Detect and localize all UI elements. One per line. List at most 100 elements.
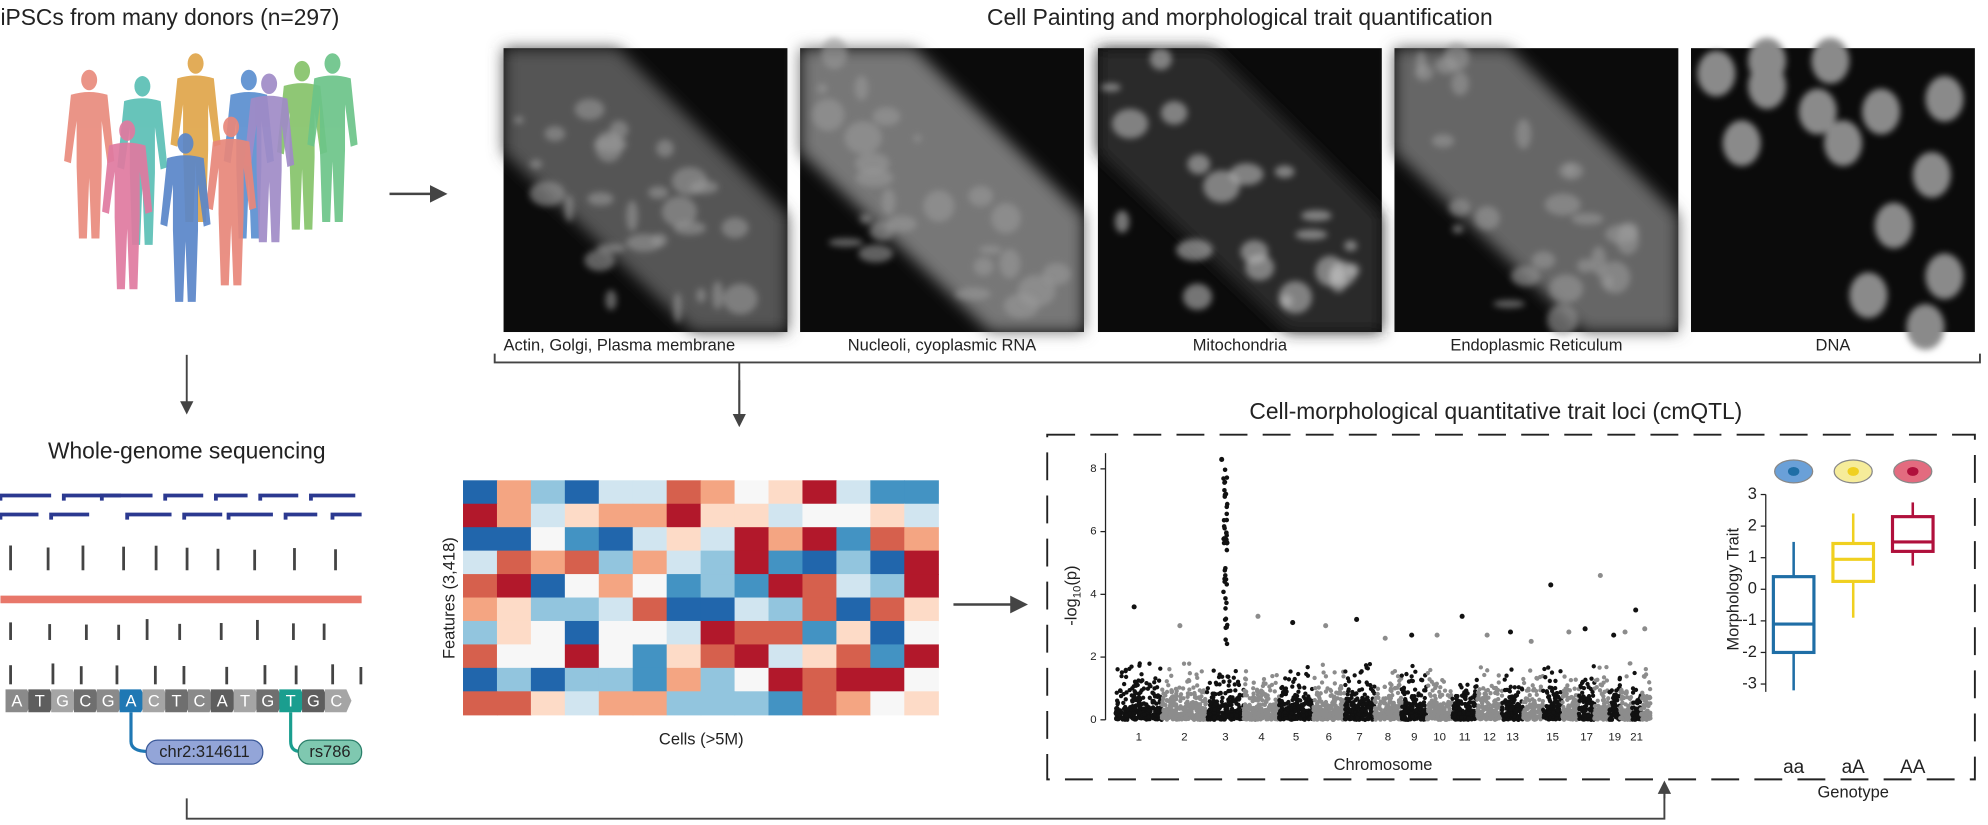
point [1531, 686, 1537, 692]
point [1320, 708, 1326, 713]
point [1509, 667, 1514, 672]
point [1222, 487, 1227, 493]
point [1466, 716, 1471, 721]
box-y-label: Morphology Trait [1724, 528, 1742, 651]
variant-label: rs786 [309, 743, 350, 761]
point [1540, 699, 1546, 704]
point [1367, 701, 1372, 706]
speck [1301, 210, 1332, 222]
point [1590, 689, 1595, 695]
point [1473, 684, 1478, 690]
speck [968, 185, 994, 207]
heat-cell [632, 574, 668, 599]
speck [1279, 294, 1293, 308]
point [1124, 713, 1129, 718]
point [1223, 625, 1229, 631]
point [1303, 691, 1308, 696]
heat-cell [734, 503, 770, 528]
point [1323, 689, 1329, 694]
point [1321, 670, 1326, 675]
sequencing-title: Whole-genome sequencing [48, 437, 326, 463]
point [1437, 689, 1442, 694]
base-box [142, 689, 169, 713]
heat-cell [734, 480, 770, 505]
point [1571, 704, 1576, 709]
heat-cell [734, 644, 770, 669]
point [1225, 674, 1230, 679]
y-tick-label: 6 [1090, 526, 1096, 538]
read [258, 493, 299, 501]
speck [721, 217, 749, 239]
point [1119, 673, 1124, 679]
heat-cell [564, 503, 600, 528]
point [1462, 690, 1467, 695]
heat-cell [496, 480, 532, 505]
heat-cell [496, 597, 532, 622]
point [1331, 696, 1337, 701]
point [1457, 711, 1462, 716]
point [1597, 704, 1602, 709]
point [1419, 716, 1425, 722]
point [1546, 665, 1551, 670]
point [1308, 700, 1313, 705]
peak-point [1528, 638, 1534, 644]
point [1288, 714, 1293, 720]
speck [1565, 163, 1575, 176]
point [1314, 704, 1319, 709]
point [1207, 712, 1213, 717]
point [1621, 695, 1627, 701]
point [1226, 683, 1231, 688]
point [1204, 689, 1210, 695]
image-label: Mitochondria [1193, 336, 1288, 354]
speck [1160, 101, 1188, 125]
point [1235, 679, 1241, 684]
point [1601, 717, 1606, 722]
point [1625, 695, 1630, 700]
point [1123, 674, 1129, 680]
image: Mitochondria [1097, 48, 1382, 354]
point [1261, 676, 1267, 682]
point [1188, 711, 1193, 716]
point [1167, 667, 1172, 672]
point [1396, 717, 1401, 722]
point [1585, 681, 1590, 687]
point [1220, 695, 1225, 700]
cmqtl-box [1046, 433, 1976, 781]
point [1152, 686, 1157, 691]
point [1363, 708, 1368, 714]
speck [828, 238, 864, 247]
heat-cell [802, 503, 838, 528]
point [1211, 698, 1216, 703]
point [1605, 699, 1610, 705]
heat-cell [700, 574, 736, 599]
point [1385, 705, 1391, 710]
speck [817, 83, 828, 94]
point [1150, 714, 1155, 720]
base: T [286, 692, 296, 710]
point [1413, 707, 1419, 713]
point [1197, 702, 1203, 707]
heat-cell [700, 691, 736, 716]
cmqtl-title: Cell-morphological quantitative trait lo… [1249, 398, 1742, 424]
heat-cell [836, 527, 871, 552]
point [1648, 716, 1653, 721]
heat-cell [598, 574, 634, 599]
point [1341, 691, 1347, 696]
point [1218, 691, 1223, 696]
heat-cell [632, 527, 668, 552]
point [1441, 679, 1447, 684]
point [1466, 701, 1471, 706]
point [1234, 701, 1239, 706]
point [1216, 708, 1221, 713]
point [1217, 682, 1222, 687]
point [1542, 666, 1547, 672]
peak-point [1131, 604, 1137, 610]
point [1494, 716, 1499, 722]
point [1318, 704, 1323, 710]
heat-cell [768, 667, 804, 692]
x-tick-label: 10 [1433, 732, 1446, 744]
speck [626, 200, 638, 232]
heat-cell [666, 597, 702, 622]
speck [529, 181, 566, 207]
point [1236, 697, 1241, 702]
